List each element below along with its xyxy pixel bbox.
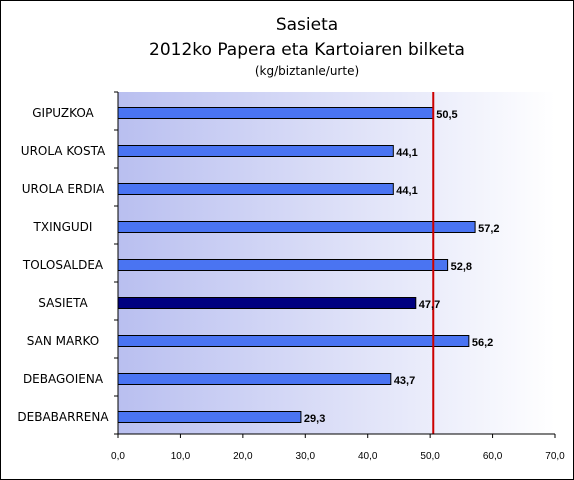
- x-tick-label: 10,0: [171, 451, 191, 462]
- bar-urola-kosta: [117, 145, 394, 157]
- data-label: 43,7: [394, 375, 415, 387]
- x-tick-label: 60,0: [483, 451, 503, 462]
- category-label: SAN MARKO: [27, 334, 99, 348]
- bar-san-marko: [117, 335, 470, 347]
- chart-unit-label: (kg/biztanle/urte): [255, 64, 359, 78]
- bar-gipuzkoa: [117, 107, 434, 119]
- data-label: 47,7: [419, 299, 440, 311]
- category-label: SASIETA: [38, 296, 88, 310]
- category-label: DEBAGOIENA: [23, 372, 104, 386]
- bar-sasieta: [117, 297, 417, 309]
- category-label: DEBABARRENA: [17, 410, 109, 424]
- data-label: 50,5: [436, 109, 457, 121]
- data-label: 44,1: [396, 147, 417, 159]
- data-label: 56,2: [472, 337, 493, 349]
- category-label: UROLA KOSTA: [21, 144, 106, 158]
- data-label: 44,1: [396, 185, 417, 197]
- x-tick-label: 40,0: [358, 451, 378, 462]
- chart-title: Sasieta: [276, 15, 338, 35]
- category-label: TOLOSALDEA: [22, 258, 104, 272]
- chart-subtitle: 2012ko Papera eta Kartoiaren bilketa: [149, 40, 465, 60]
- data-label: 52,8: [451, 261, 472, 273]
- bar-urola-erdia: [117, 183, 394, 195]
- bar-tolosaldea: [117, 259, 449, 271]
- category-label: UROLA ERDIA: [22, 182, 105, 196]
- x-tick-label: 30,0: [296, 451, 316, 462]
- category-label: GIPUZKOA: [32, 106, 94, 120]
- category-label: TXINGUDI: [33, 220, 93, 234]
- x-tick-label: 20,0: [233, 451, 253, 462]
- x-tick-label: 0,0: [111, 451, 125, 462]
- bar-debabarrena: [117, 411, 302, 423]
- bar-txingudi: [117, 221, 476, 233]
- x-tick-label: 70,0: [545, 451, 565, 462]
- data-label: 57,2: [478, 223, 499, 235]
- x-tick-label: 50,0: [420, 451, 440, 462]
- data-label: 29,3: [304, 413, 325, 425]
- bar-debagoiena: [117, 373, 392, 385]
